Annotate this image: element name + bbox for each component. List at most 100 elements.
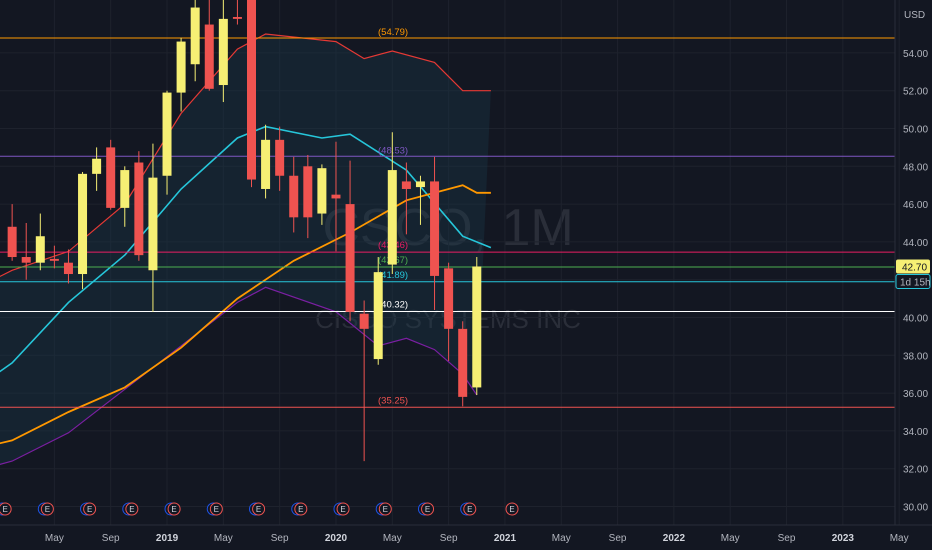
candle	[106, 139, 116, 210]
candle-body	[289, 175, 299, 218]
candle-body	[458, 328, 468, 397]
candle-body	[204, 24, 214, 89]
candle-body	[106, 147, 116, 208]
candle-body	[401, 181, 411, 189]
candle	[232, 0, 242, 25]
earnings-marker-label: E	[87, 505, 92, 514]
candle	[92, 147, 102, 191]
earnings-marker	[421, 502, 435, 516]
candle-body	[373, 272, 383, 360]
earnings-marker	[83, 502, 97, 516]
earnings-marker	[0, 502, 12, 516]
bollinger-fill	[0, 34, 491, 465]
level-label: (54.79)	[378, 27, 408, 38]
earnings-marker	[40, 502, 54, 516]
candle-body	[35, 236, 45, 263]
candle-body	[430, 181, 440, 276]
y-tick-label: 34.00	[903, 427, 928, 438]
candle-body	[190, 7, 200, 65]
candle-body	[49, 258, 59, 261]
candle	[275, 126, 285, 191]
level-label: (41.89)	[378, 270, 408, 281]
earnings-marker-label: E	[129, 505, 134, 514]
watermark-symbol: CSCO, 1M	[322, 199, 573, 257]
candle	[162, 90, 172, 195]
earnings-marker	[294, 502, 308, 516]
earnings-marker	[378, 502, 392, 516]
candle-body	[444, 268, 454, 329]
last-price-value: 42.70	[902, 262, 927, 273]
candle-body	[134, 162, 144, 256]
candle	[134, 151, 144, 261]
candle	[35, 213, 45, 271]
candle-body	[120, 170, 130, 208]
x-tick-label: Sep	[102, 533, 120, 544]
earnings-marker-label: E	[425, 505, 430, 514]
grid	[0, 0, 900, 525]
y-tick-label: 36.00	[903, 389, 928, 400]
y-tick-label: 40.00	[903, 314, 928, 325]
candle-body	[387, 170, 397, 265]
moving-average-line	[0, 184, 491, 445]
earnings-marker	[463, 502, 477, 516]
currency-label: USD	[904, 10, 925, 21]
candle	[444, 262, 454, 361]
candle	[289, 156, 299, 233]
x-tick-label: May	[890, 533, 909, 544]
candle-body	[148, 177, 158, 271]
price-badge: USD 42.70 1d 15h	[895, 10, 931, 289]
earnings-marker-label: E	[509, 505, 514, 514]
candle-body	[78, 173, 88, 275]
level-label: (35.25)	[378, 395, 408, 406]
earnings-marker-label: E	[467, 505, 472, 514]
x-tick-label: 2023	[832, 533, 855, 544]
countdown-tag	[895, 273, 931, 289]
earnings-marker	[125, 502, 139, 516]
candle	[458, 321, 468, 407]
symbol-watermark: CSCO, 1M CISCO SYSTEMS INC	[315, 199, 581, 334]
earnings-marker-label: E	[214, 505, 219, 514]
y-tick-label: 48.00	[903, 162, 928, 173]
candle-body	[415, 181, 425, 188]
candle	[218, 0, 228, 103]
x-axis-ticks[interactable]: May Sep 2019 May Sep 2020 May Sep 2021 May Sep 2022…	[45, 533, 909, 544]
candle	[78, 171, 88, 290]
x-tick-label: Sep	[609, 533, 627, 544]
candle	[472, 257, 482, 395]
earnings-marker-label: E	[45, 505, 50, 514]
candle-body	[92, 158, 102, 174]
event-markers[interactable]: DDDDDDDDDDDDEEEEEEEEEEEEE	[0, 502, 519, 516]
candle-body	[345, 204, 355, 312]
x-tick-label: May	[552, 533, 571, 544]
candle	[387, 132, 397, 275]
y-tick-label: 54.00	[903, 49, 928, 60]
axes	[0, 0, 932, 526]
candle-body	[472, 266, 482, 388]
earnings-marker-label: E	[256, 505, 261, 514]
y-tick-label: 52.00	[903, 87, 928, 98]
candle	[303, 154, 313, 239]
earnings-marker	[209, 502, 223, 516]
candle-body	[359, 313, 369, 329]
candle	[204, 0, 214, 91]
candle	[401, 162, 411, 235]
candle	[430, 156, 440, 310]
earnings-marker	[505, 502, 519, 516]
candle-body	[21, 257, 31, 263]
earnings-marker-label: E	[298, 505, 303, 514]
candle	[63, 249, 73, 284]
candle-body	[317, 168, 327, 214]
candle	[261, 124, 271, 199]
x-tick-label: 2020	[325, 533, 348, 544]
x-tick-label: 2022	[663, 533, 686, 544]
candle-body	[162, 92, 172, 176]
level-label: (48.53)	[378, 145, 408, 156]
candle	[176, 37, 186, 112]
countdown-value: 1d 15h	[900, 277, 931, 288]
candles[interactable]	[7, 0, 482, 462]
x-tick-label: Sep	[778, 533, 796, 544]
last-price-tag	[896, 259, 930, 274]
candle-body	[247, 0, 256, 180]
